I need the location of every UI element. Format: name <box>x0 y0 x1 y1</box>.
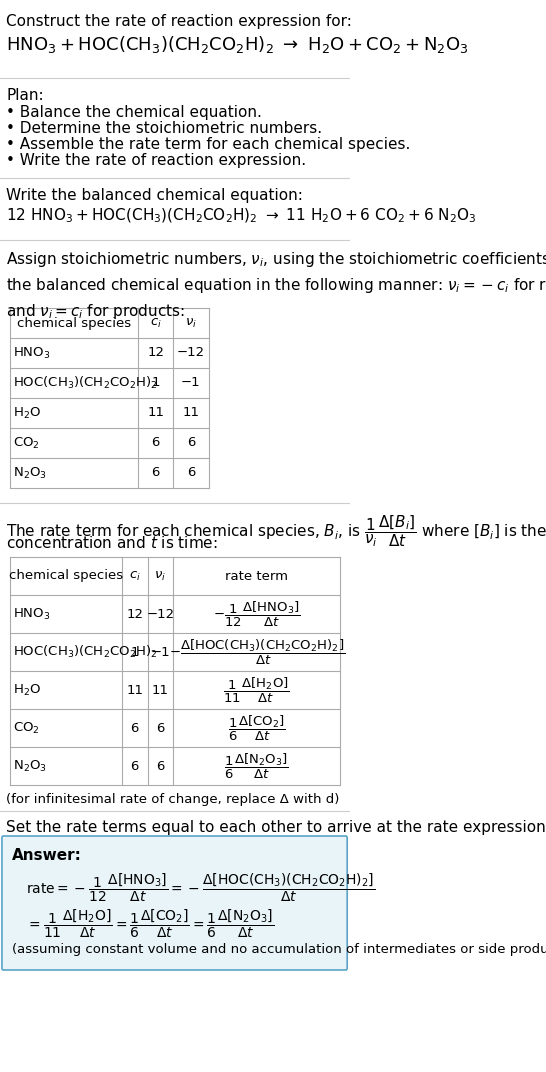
Text: $\mathrm{HNO_3}$: $\mathrm{HNO_3}$ <box>13 607 50 622</box>
Text: Assign stoichiometric numbers, $\nu_i$, using the stoichiometric coefficients, $: Assign stoichiometric numbers, $\nu_i$, … <box>7 250 546 321</box>
Text: • Assemble the rate term for each chemical species.: • Assemble the rate term for each chemic… <box>7 137 411 152</box>
Text: Answer:: Answer: <box>11 848 81 863</box>
Text: $\mathrm{H_2O}$: $\mathrm{H_2O}$ <box>13 405 41 420</box>
Text: 11: 11 <box>147 406 164 419</box>
Text: $-\dfrac{1}{12}\dfrac{\Delta[\mathrm{HNO_3}]}{\Delta t}$: $-\dfrac{1}{12}\dfrac{\Delta[\mathrm{HNO… <box>213 599 300 628</box>
Text: $= \dfrac{1}{11}\dfrac{\Delta[\mathrm{H_2O}]}{\Delta t} = \dfrac{1}{6}\dfrac{\De: $= \dfrac{1}{11}\dfrac{\Delta[\mathrm{H_… <box>26 908 274 940</box>
Text: $\dfrac{1}{6}\dfrac{\Delta[\mathrm{N_2O_3}]}{\Delta t}$: $\dfrac{1}{6}\dfrac{\Delta[\mathrm{N_2O_… <box>224 751 289 780</box>
Text: 6: 6 <box>187 466 195 479</box>
Text: • Write the rate of reaction expression.: • Write the rate of reaction expression. <box>7 153 306 168</box>
Text: −12: −12 <box>146 608 175 621</box>
Text: Set the rate terms equal to each other to arrive at the rate expression:: Set the rate terms equal to each other t… <box>7 820 546 835</box>
Text: $\mathrm{N_2O_3}$: $\mathrm{N_2O_3}$ <box>13 465 47 480</box>
Text: $\mathrm{HOC(CH_3)(CH_2CO_2H)_2}$: $\mathrm{HOC(CH_3)(CH_2CO_2H)_2}$ <box>13 644 157 660</box>
Text: • Determine the stoichiometric numbers.: • Determine the stoichiometric numbers. <box>7 121 323 136</box>
Text: • Balance the chemical equation.: • Balance the chemical equation. <box>7 105 262 120</box>
Text: The rate term for each chemical species, $B_i$, is $\dfrac{1}{\nu_i}\dfrac{\Delt: The rate term for each chemical species,… <box>7 513 546 549</box>
Text: 12: 12 <box>126 608 143 621</box>
Text: $\nu_i$: $\nu_i$ <box>185 316 197 329</box>
Text: $-\dfrac{\Delta[\mathrm{HOC(CH_3)(CH_2CO_2H)_2}]}{\Delta t}$: $-\dfrac{\Delta[\mathrm{HOC(CH_3)(CH_2CO… <box>169 638 345 667</box>
Text: 6: 6 <box>156 721 165 734</box>
Text: 6: 6 <box>156 759 165 773</box>
Text: 11: 11 <box>182 406 199 419</box>
Text: $\mathrm{CO_2}$: $\mathrm{CO_2}$ <box>13 720 39 735</box>
Text: 6: 6 <box>151 436 160 449</box>
Text: Write the balanced chemical equation:: Write the balanced chemical equation: <box>7 188 303 203</box>
Text: $\mathrm{CO_2}$: $\mathrm{CO_2}$ <box>13 435 39 450</box>
Text: concentration and $t$ is time:: concentration and $t$ is time: <box>7 535 218 551</box>
Text: $\mathrm{HOC(CH_3)(CH_2CO_2H)_2}$: $\mathrm{HOC(CH_3)(CH_2CO_2H)_2}$ <box>13 375 157 391</box>
Text: $\mathrm{12\ HNO_3 + HOC(CH_3)(CH_2CO_2H)_2 \ \rightarrow \ 11\ H_2O + 6\ CO_2 +: $\mathrm{12\ HNO_3 + HOC(CH_3)(CH_2CO_2H… <box>7 207 477 225</box>
Text: $\mathrm{H_2O}$: $\mathrm{H_2O}$ <box>13 683 41 698</box>
Text: −1: −1 <box>181 376 201 389</box>
Text: 6: 6 <box>187 436 195 449</box>
Text: 6: 6 <box>130 759 139 773</box>
Text: 12: 12 <box>147 346 164 359</box>
FancyBboxPatch shape <box>2 836 347 970</box>
Text: Plan:: Plan: <box>7 88 44 103</box>
Text: $\dfrac{1}{11}\dfrac{\Delta[\mathrm{H_2O}]}{\Delta t}$: $\dfrac{1}{11}\dfrac{\Delta[\mathrm{H_2O… <box>223 675 290 704</box>
Text: 11: 11 <box>152 684 169 697</box>
Text: rate term: rate term <box>225 569 288 582</box>
Text: $\mathrm{N_2O_3}$: $\mathrm{N_2O_3}$ <box>13 759 47 774</box>
Text: (for infinitesimal rate of change, replace Δ with d): (for infinitesimal rate of change, repla… <box>7 793 340 806</box>
Text: $c_i$: $c_i$ <box>150 316 162 329</box>
Text: 1: 1 <box>151 376 160 389</box>
Text: −12: −12 <box>177 346 205 359</box>
Text: $\dfrac{1}{6}\dfrac{\Delta[\mathrm{CO_2}]}{\Delta t}$: $\dfrac{1}{6}\dfrac{\Delta[\mathrm{CO_2}… <box>228 713 286 743</box>
Text: chemical species: chemical species <box>9 569 123 582</box>
Text: 6: 6 <box>151 466 160 479</box>
Text: −1: −1 <box>151 645 170 658</box>
Text: Construct the rate of reaction expression for:: Construct the rate of reaction expressio… <box>7 14 352 29</box>
Text: chemical species: chemical species <box>17 316 131 329</box>
Text: 6: 6 <box>130 721 139 734</box>
Text: (assuming constant volume and no accumulation of intermediates or side products): (assuming constant volume and no accumul… <box>11 943 546 956</box>
Text: $\mathrm{HNO_3}$: $\mathrm{HNO_3}$ <box>13 345 50 360</box>
Text: $\mathrm{rate} = -\dfrac{1}{12}\dfrac{\Delta[\mathrm{HNO_3}]}{\Delta t} = -\dfra: $\mathrm{rate} = -\dfrac{1}{12}\dfrac{\D… <box>26 872 375 905</box>
Text: 1: 1 <box>130 645 139 658</box>
Text: 11: 11 <box>126 684 143 697</box>
Text: $\nu_i$: $\nu_i$ <box>155 569 167 582</box>
Text: $\mathrm{HNO_3 + HOC(CH_3)(CH_2CO_2H)_2 \ \rightarrow \ H_2O + CO_2 + N_2O_3}$: $\mathrm{HNO_3 + HOC(CH_3)(CH_2CO_2H)_2 … <box>7 34 469 55</box>
Text: $c_i$: $c_i$ <box>129 569 141 582</box>
